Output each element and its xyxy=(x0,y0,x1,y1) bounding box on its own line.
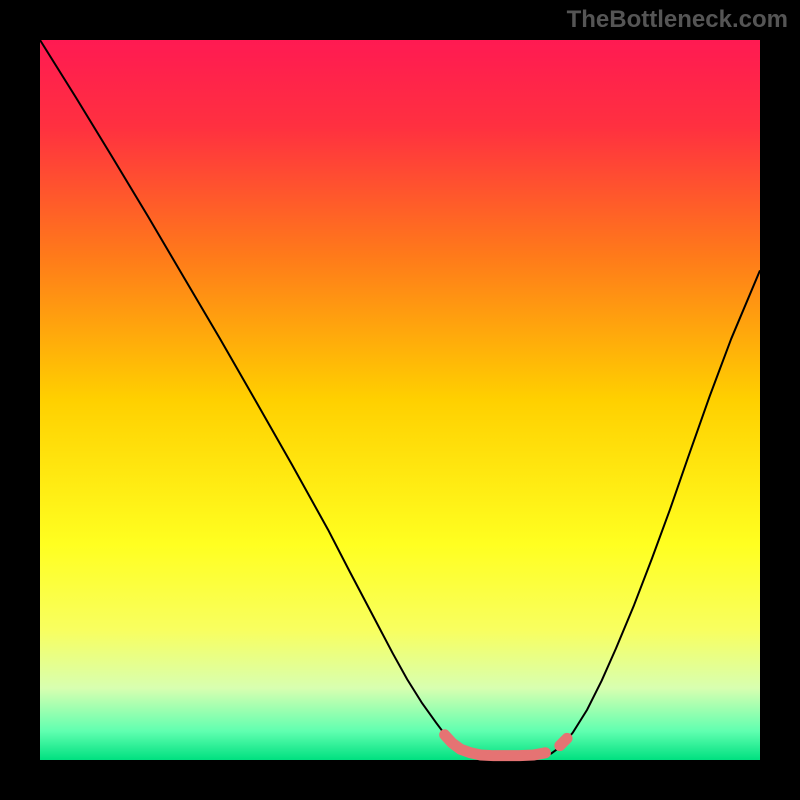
valley-highlight xyxy=(445,735,546,756)
plot-area xyxy=(40,40,760,760)
chart-container: TheBottleneck.com xyxy=(0,0,800,800)
curve-layer xyxy=(40,40,760,760)
right-dot-highlight xyxy=(560,738,567,745)
watermark-text: TheBottleneck.com xyxy=(567,6,788,34)
bottleneck-curve xyxy=(40,40,760,758)
